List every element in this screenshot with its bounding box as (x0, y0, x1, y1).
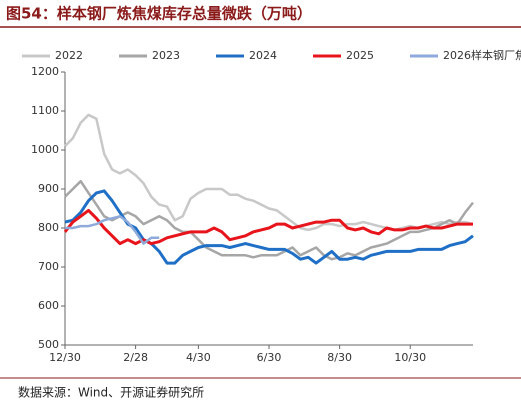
y-tick-label: 800 (38, 221, 59, 234)
y-tick-label: 500 (38, 338, 59, 351)
series-line (65, 215, 160, 245)
legend-label: 2024 (249, 49, 277, 62)
x-tick-label: 8/30 (327, 351, 352, 364)
x-tick-label: 2/28 (123, 351, 148, 364)
y-tick-label: 700 (38, 260, 59, 273)
legend-label: 2022 (55, 49, 83, 62)
y-tick-label: 1000 (31, 143, 59, 156)
y-tick-label: 1200 (31, 65, 59, 78)
series-line (63, 208, 473, 246)
chart-title: 图54：样本钢厂炼焦煤库存总量微跌（万吨） (6, 5, 312, 23)
x-tick-label: 6/30 (257, 351, 282, 364)
series-line (64, 179, 474, 261)
y-tick-label: 1100 (31, 104, 59, 117)
x-tick-label: 4/30 (186, 351, 211, 364)
y-tick-label: 900 (38, 182, 59, 195)
legend-label: 2023 (152, 49, 180, 62)
source: 数据来源：Wind、开源证券研究所 (18, 385, 204, 400)
series-line (64, 113, 474, 232)
x-tick-label: 10/30 (394, 351, 426, 364)
x-tick-label: 12/30 (49, 351, 81, 364)
y-tick-label: 600 (38, 299, 59, 312)
legend-label: 2026样本钢厂焦煤库存 (443, 48, 521, 62)
legend-label: 2025 (346, 49, 374, 62)
